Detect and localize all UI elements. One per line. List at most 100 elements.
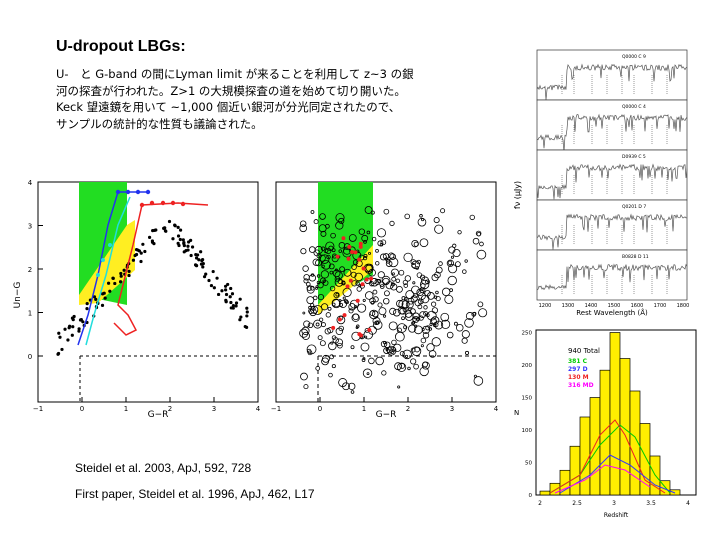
middle-scatter-point xyxy=(339,266,345,273)
left-scatter-point xyxy=(78,318,83,322)
middle-scatter-point xyxy=(299,224,308,233)
middle-scatter-point xyxy=(418,292,426,300)
middle-scatter-point xyxy=(419,311,427,318)
middle-scatter-point xyxy=(356,286,362,292)
middle-scatter-point xyxy=(301,326,310,335)
middle-red-point xyxy=(360,282,365,287)
middle-scatter-point xyxy=(440,312,450,322)
middle-scatter-point xyxy=(391,339,397,346)
middle-scatter-point xyxy=(308,305,312,310)
middle-scatter-point xyxy=(408,307,412,311)
left-scatter-point xyxy=(228,295,232,299)
histogram-bar xyxy=(539,490,551,496)
middle-red-points xyxy=(331,236,374,338)
middle-red-point xyxy=(364,277,369,282)
spectrum-panel-frame xyxy=(536,99,688,151)
slide-body: U- と G-band の間にLyman limit が来ることを利用して z~… xyxy=(56,66,476,132)
left-scatter-point xyxy=(207,278,211,283)
middle-scatter-point xyxy=(363,253,368,258)
middle-scatter-point xyxy=(315,366,321,371)
middle-scatter-point xyxy=(469,214,475,221)
left-ytick-label: 1 xyxy=(28,310,32,318)
left-ylabel: Un−G xyxy=(13,282,23,309)
left-scatter-point xyxy=(147,235,152,239)
left-scatter-point xyxy=(71,318,75,322)
left-scatter-point xyxy=(119,271,123,276)
middle-scatter-point xyxy=(335,327,344,335)
left-scatter-point xyxy=(70,333,74,337)
middle-scatter-point xyxy=(411,321,415,326)
histogram-xlabel: Redshift xyxy=(604,512,629,519)
middle-scatter-point xyxy=(319,213,326,220)
middle-red-point xyxy=(358,241,363,246)
middle-scatter-point xyxy=(357,303,367,313)
left-scatter-point xyxy=(201,262,205,266)
left-cyan-marker xyxy=(108,243,112,247)
histogram-ytick-label: 50 xyxy=(525,461,532,467)
middle-scatter-point xyxy=(384,257,389,261)
spectrum-line xyxy=(536,213,688,250)
middle-plot-frame xyxy=(275,181,497,403)
middle-scatter-point xyxy=(414,299,422,307)
middle-red-point xyxy=(342,313,347,318)
histogram-xtick-label: 4 xyxy=(686,500,690,507)
spectrum-panel: Q0000 C 9 xyxy=(536,49,688,101)
middle-scatter-point xyxy=(321,260,331,270)
left-track-markers xyxy=(96,189,186,277)
left-scatter-point xyxy=(234,301,239,305)
middle-scatter-point xyxy=(351,313,360,322)
body-line-1: U- と G-band の間にLyman limit が来ることを利用して z~… xyxy=(56,67,414,81)
middle-scatter-point xyxy=(362,298,366,302)
middle-scatter-point xyxy=(350,271,357,278)
middle-scatter-point xyxy=(380,239,387,246)
spectrum-panel-label: D0939 C 5 xyxy=(622,154,646,160)
middle-scatter-point xyxy=(464,350,470,355)
middle-scatter-point xyxy=(383,208,390,215)
middle-scatter-point xyxy=(419,214,423,218)
middle-scatter-point xyxy=(434,224,444,234)
middle-scatter-point xyxy=(338,242,346,249)
middle-scatter-point xyxy=(477,301,484,308)
middle-scatter-point xyxy=(428,327,432,331)
middle-scatter-point xyxy=(396,285,403,293)
left-scatter-point xyxy=(209,283,214,288)
left-scatter-point xyxy=(127,273,131,278)
left-scatter-point xyxy=(153,228,157,232)
left-scatter-point xyxy=(118,280,123,284)
middle-scatter-point xyxy=(422,332,430,339)
left-scatter-point xyxy=(181,238,185,242)
middle-scatter-point xyxy=(348,382,356,391)
middle-scatter-point xyxy=(401,316,405,321)
middle-scatter-point xyxy=(325,241,335,251)
middle-scatter-point xyxy=(382,277,390,286)
middle-scatter-point xyxy=(310,305,319,314)
middle-scatter-point xyxy=(433,217,440,224)
left-scatter-point xyxy=(224,288,228,292)
middle-scatter-point xyxy=(413,241,419,247)
spectrum-panel-label: Q0000 C 4 xyxy=(622,104,646,110)
middle-scatter-point xyxy=(310,210,315,214)
middle-scatter-point xyxy=(413,363,419,370)
middle-scatter-point xyxy=(358,254,365,261)
left-plot-frame xyxy=(37,181,259,403)
middle-scatter-point xyxy=(318,224,327,233)
middle-scatter-point xyxy=(361,234,369,242)
middle-red-point xyxy=(357,257,362,262)
middle-scatter-point xyxy=(377,271,385,279)
middle-scatter-point xyxy=(381,275,391,285)
spectra-xtick-label: 1200 xyxy=(539,303,552,309)
left-track-cyan xyxy=(85,196,131,346)
left-scatter-point xyxy=(108,289,112,293)
middle-scatter-point xyxy=(380,253,387,261)
left-scatter-point xyxy=(178,228,183,232)
spectra-xtick-label: 1600 xyxy=(631,303,644,309)
left-scatter-point xyxy=(77,329,81,333)
middle-scatter-point xyxy=(328,263,335,270)
middle-xtick-label: 2 xyxy=(406,405,410,413)
left-scatter-point xyxy=(60,347,64,352)
middle-scatter-point xyxy=(363,256,368,261)
middle-scatter-point xyxy=(352,259,359,265)
middle-scatter-point xyxy=(428,350,437,358)
middle-scatter-point xyxy=(331,364,336,369)
middle-scatter-point xyxy=(329,270,334,275)
